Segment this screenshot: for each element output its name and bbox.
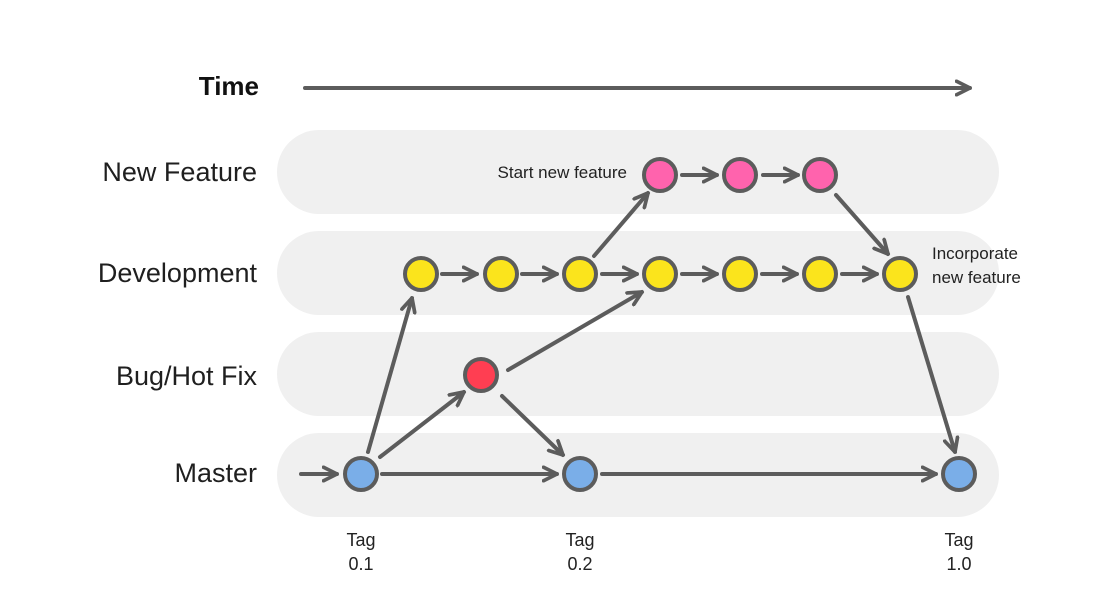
commit-dev-1: [403, 256, 439, 292]
commit-dev-2: [483, 256, 519, 292]
lane-band-new-feature: [277, 130, 999, 214]
time-label: Time: [199, 71, 259, 101]
lane-label-master: Master: [174, 458, 257, 488]
commit-master-tag-0-2: [562, 456, 598, 492]
connector-master-to-dev: [366, 296, 412, 454]
commits: [343, 157, 977, 492]
tag-0-2-label: Tag: [565, 530, 594, 550]
connector-dev-to-master: [906, 295, 955, 454]
annotation-incorporate-line1: Incorporate: [932, 244, 1018, 263]
connector-master-to-bugfix: [378, 390, 466, 459]
annotation-start-feature: Start new feature: [498, 163, 627, 182]
commit-master-tag-0-1: [343, 456, 379, 492]
lane-band-bugfix: [277, 332, 999, 416]
tag-1-0-version: 1.0: [946, 554, 971, 574]
commit-feature-1: [642, 157, 678, 193]
connector-bugfix-to-master: [500, 394, 565, 457]
commit-feature-3: [802, 157, 838, 193]
lane-label-bugfix: Bug/Hot Fix: [116, 361, 258, 391]
commit-bugfix: [463, 357, 499, 393]
connector-bugfix-to-dev: [506, 290, 644, 372]
connector-dev-to-feature: [592, 191, 650, 258]
connector-feature-to-dev: [834, 193, 890, 256]
commit-dev-7: [882, 256, 918, 292]
tag-0-2-version: 0.2: [567, 554, 592, 574]
commit-dev-4: [642, 256, 678, 292]
tag-1-0-label: Tag: [944, 530, 973, 550]
annotation-incorporate-line2: new feature: [932, 268, 1021, 287]
commit-dev-3: [562, 256, 598, 292]
commit-feature-2: [722, 157, 758, 193]
commit-dev-6: [802, 256, 838, 292]
tag-0-1-label: Tag: [346, 530, 375, 550]
lane-label-new-feature: New Feature: [102, 157, 257, 187]
commit-dev-5: [722, 256, 758, 292]
commit-master-tag-1-0: [941, 456, 977, 492]
tag-0-1-version: 0.1: [348, 554, 373, 574]
connectors: [299, 175, 955, 474]
lane-label-development: Development: [98, 258, 258, 288]
